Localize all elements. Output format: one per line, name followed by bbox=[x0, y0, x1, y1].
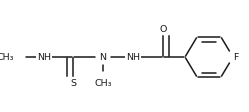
Text: O: O bbox=[159, 25, 167, 34]
Text: F: F bbox=[233, 53, 238, 62]
Text: S: S bbox=[70, 79, 76, 88]
Text: NH: NH bbox=[37, 53, 51, 62]
Text: NH: NH bbox=[126, 53, 140, 62]
Text: N: N bbox=[100, 53, 107, 62]
Text: CH₃: CH₃ bbox=[94, 79, 112, 88]
Text: CH₃: CH₃ bbox=[0, 53, 14, 62]
